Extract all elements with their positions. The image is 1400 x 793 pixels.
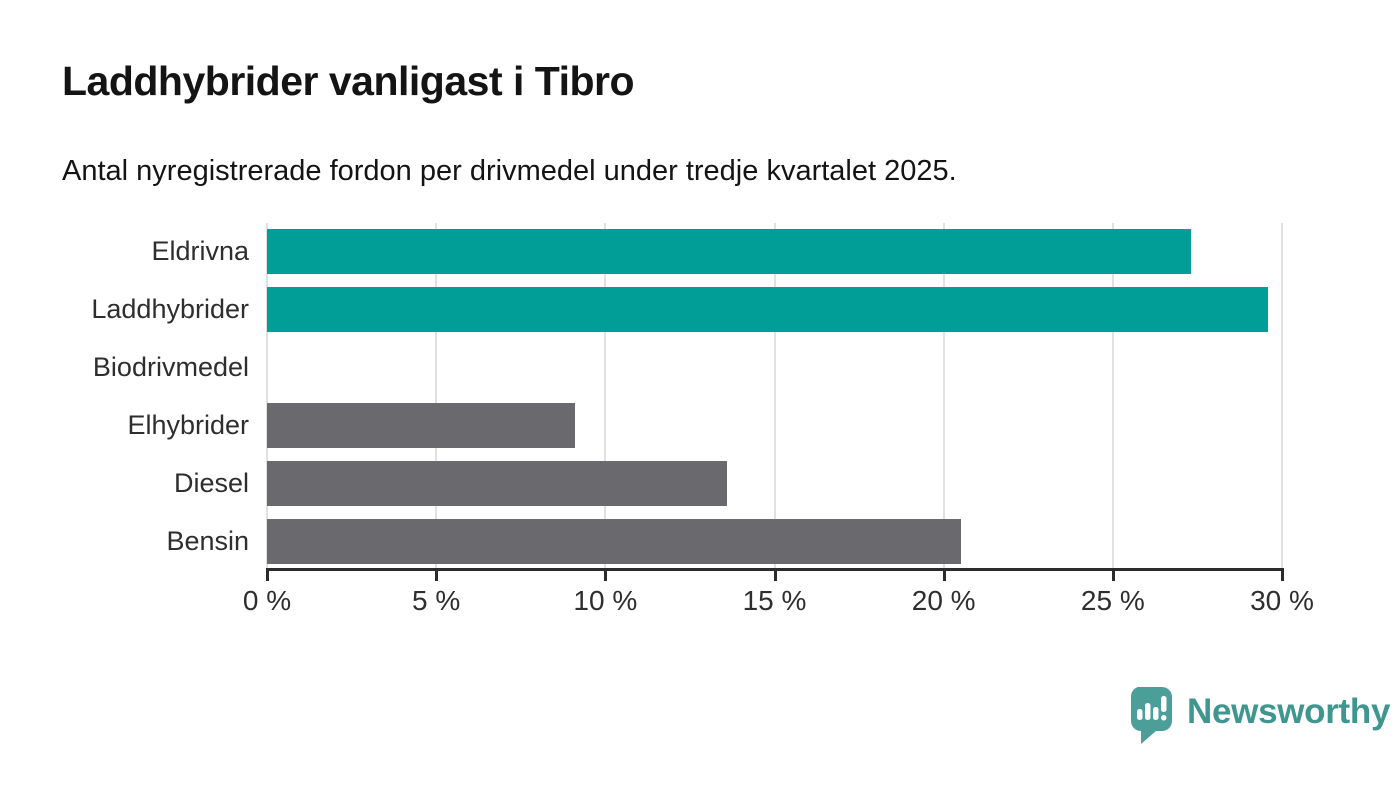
x-tick-label-0: 0 % bbox=[242, 585, 292, 616]
chart-title: Laddhybrider vanligast i Tibro bbox=[62, 58, 635, 104]
x-tick-label-15: 15 % bbox=[742, 585, 807, 616]
gridline-20 bbox=[942, 223, 945, 570]
bar-bensin bbox=[267, 518, 961, 564]
bar-rows: Eldrivna Laddhybrider Biodrivmedel Elhybrid… bbox=[91, 223, 1282, 570]
plot-area: Eldrivna Laddhybrider Biodrivmedel Elhybrid… bbox=[91, 223, 1283, 570]
gridline-25 bbox=[1111, 223, 1114, 570]
x-tick-25 bbox=[1111, 568, 1115, 581]
newsworthy-logo: Newsworthy bbox=[1128, 687, 1390, 744]
category-label-eldrivna: Eldrivna bbox=[151, 236, 249, 267]
bar-eldrivna bbox=[267, 229, 1191, 275]
category-label-bensin: Bensin bbox=[166, 525, 249, 556]
x-tick-20 bbox=[942, 568, 946, 581]
chart-row-diesel: Diesel bbox=[174, 454, 1282, 512]
bar-diesel bbox=[267, 460, 728, 506]
x-tick-15 bbox=[773, 568, 777, 581]
newsworthy-logo-text: Newsworthy bbox=[1187, 692, 1391, 731]
category-label-laddhybrider: Laddhybrider bbox=[91, 294, 249, 325]
x-tick-10 bbox=[604, 568, 608, 581]
x-tick-0 bbox=[266, 568, 269, 581]
category-label-diesel: Diesel bbox=[173, 467, 249, 498]
gridline-30 bbox=[1281, 223, 1283, 570]
x-tick-label-25: 25 % bbox=[1080, 585, 1145, 616]
chart-subtitle: Antal nyregistrerade fordon per drivmede… bbox=[62, 155, 957, 187]
chart-row-eldrivna: Eldrivna bbox=[151, 223, 1282, 281]
category-label-elhybrider: Elhybrider bbox=[127, 409, 249, 440]
newsworthy-chart-bubble-icon bbox=[1130, 687, 1172, 744]
bar-laddhybrider bbox=[267, 287, 1269, 333]
x-tick-label-10: 10 % bbox=[573, 585, 638, 616]
chart-row-bensin: Bensin bbox=[166, 512, 1282, 570]
gridline-5 bbox=[435, 223, 438, 570]
chart-row-biodrivmedel: Biodrivmedel bbox=[93, 339, 1282, 397]
x-tick-label-5: 5 % bbox=[412, 585, 461, 616]
x-tick-30 bbox=[1281, 568, 1284, 581]
x-tick-5 bbox=[435, 568, 439, 581]
x-tick-label-30: 30 % bbox=[1250, 585, 1314, 616]
gridline-0 bbox=[266, 223, 268, 570]
x-tick-label-20: 20 % bbox=[911, 585, 976, 616]
category-label-biodrivmedel: Biodrivmedel bbox=[92, 352, 249, 383]
bar-elhybrider bbox=[267, 402, 575, 448]
chart-row-elhybrider: Elhybrider bbox=[127, 396, 1282, 454]
chart-row-laddhybrider: Laddhybrider bbox=[91, 281, 1282, 339]
gridline-15 bbox=[773, 223, 776, 570]
gridline-10 bbox=[604, 223, 607, 570]
